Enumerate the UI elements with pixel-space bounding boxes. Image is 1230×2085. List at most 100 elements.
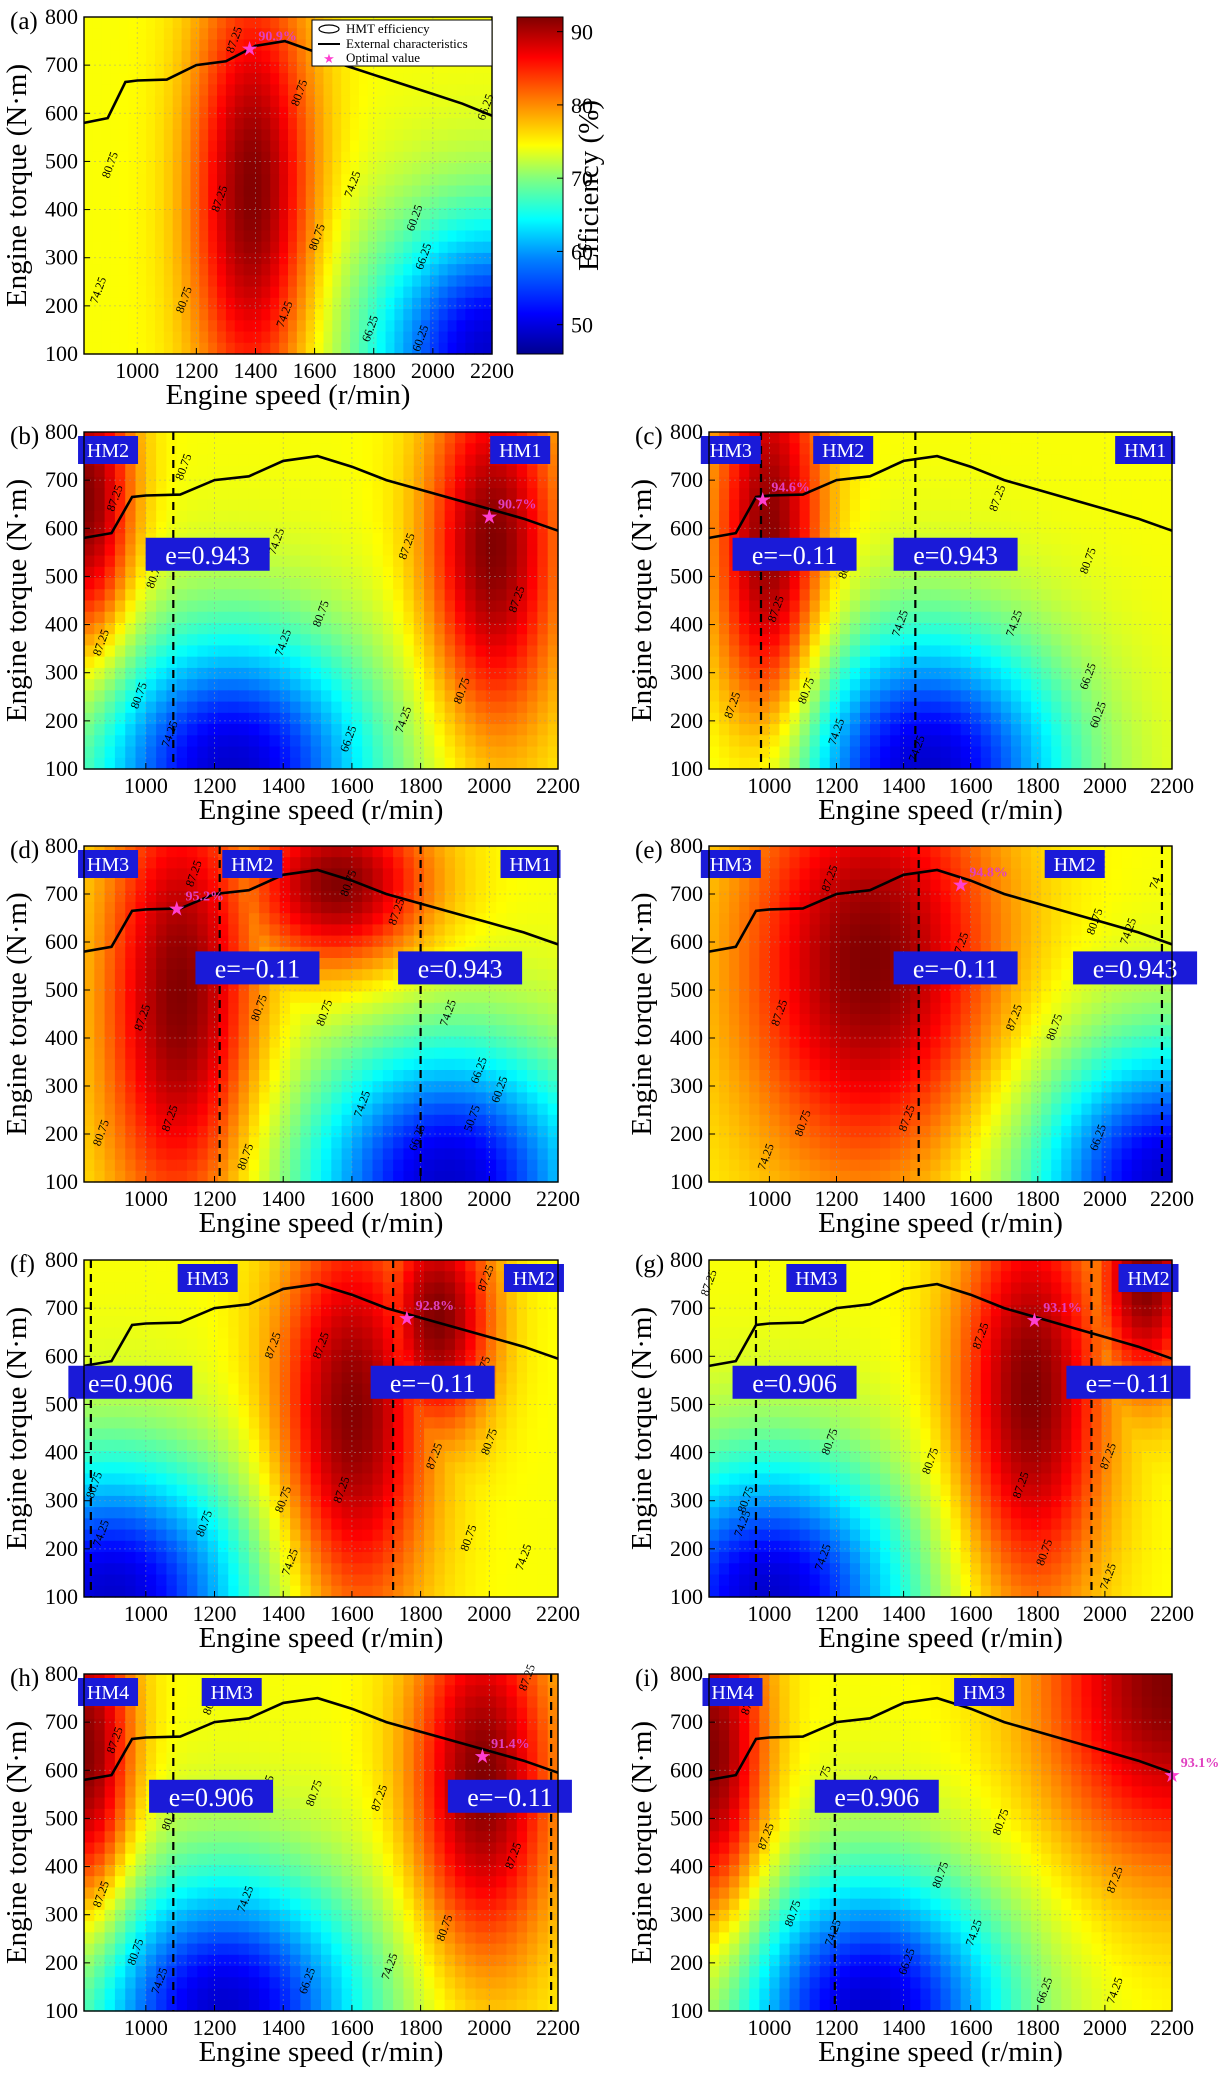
region-label-box [786, 1264, 847, 1292]
region-label: HM2 [1054, 854, 1096, 876]
x-tick-label: 1800 [1016, 2015, 1060, 2040]
region-label: HM4 [87, 1682, 129, 1704]
x-tick-label: 1400 [261, 2015, 305, 2040]
region-label: HM2 [87, 440, 129, 462]
y-tick-label: 800 [45, 1247, 78, 1272]
y-tick-label: 700 [45, 1709, 78, 1734]
x-tick-label: 2200 [536, 1186, 580, 1211]
x-tick-label: 2000 [467, 1601, 511, 1626]
y-tick-label: 700 [670, 1709, 703, 1734]
y-tick-label: 600 [670, 1343, 703, 1368]
y-tick-label: 300 [45, 245, 78, 270]
external-characteristic-line [83, 454, 559, 540]
region-label-box [1115, 436, 1176, 464]
region-label: HM3 [795, 1268, 837, 1290]
boundary-label: e=0.906 [834, 1783, 919, 1812]
y-axis-label: Engine torque (N·m) [626, 1721, 658, 1964]
boundary-label-box [814, 1779, 939, 1813]
y-tick-label: 400 [45, 1854, 78, 1879]
boundary-label: e=0.943 [1093, 954, 1178, 983]
y-tick-label: 100 [670, 1998, 703, 2023]
x-tick-label: 1400 [882, 1601, 926, 1626]
x-tick-label: 1800 [1016, 773, 1060, 798]
y-tick-label: 600 [670, 515, 703, 540]
region-label-box [1118, 1264, 1179, 1292]
y-tick-label: 700 [45, 881, 78, 906]
x-tick-label: 2200 [1150, 1601, 1194, 1626]
y-tick-label: 200 [670, 1121, 703, 1146]
x-axis-label: Engine speed (r/min) [199, 1207, 444, 1239]
y-tick-label: 800 [45, 1661, 78, 1686]
panel-label: (g) [635, 1251, 664, 1278]
x-tick-label: 2200 [536, 2015, 580, 2040]
boundary-label-box [1073, 951, 1198, 985]
plot-frame [708, 431, 1173, 770]
x-tick-label: 2000 [467, 1186, 511, 1211]
legend-box [311, 19, 493, 67]
y-tick-label: 100 [45, 1169, 78, 1194]
legend-entry: External characteristics [346, 36, 468, 51]
boundary-label: e=−0.11 [752, 541, 837, 570]
chart-panel-b: 80.7587.2580.7587.2580.7574.2574.2580.75… [1, 419, 580, 826]
y-tick-label: 700 [45, 52, 78, 77]
x-tick-label: 2000 [467, 2015, 511, 2040]
region-label-box [490, 436, 551, 464]
x-tick-label: 1800 [1016, 1186, 1060, 1211]
colorbar-tick-label: 60 [571, 239, 593, 264]
x-tick-label: 2200 [536, 773, 580, 798]
x-tick-label: 1200 [193, 2015, 237, 2040]
x-tick-label: 2200 [536, 1601, 580, 1626]
y-tick-label: 700 [670, 881, 703, 906]
x-tick-label: 2200 [1150, 773, 1194, 798]
boundary-label: e=0.906 [88, 1369, 173, 1398]
x-tick-label: 2200 [1150, 1186, 1194, 1211]
y-tick-label: 600 [45, 1757, 78, 1782]
x-tick-label: 1200 [814, 2015, 858, 2040]
y-tick-label: 400 [670, 1854, 703, 1879]
region-label: HM3 [211, 1682, 253, 1704]
panel-label: (f) [10, 1251, 35, 1278]
y-axis-label: Engine torque (N·m) [626, 1307, 658, 1550]
external-characteristic-line [83, 39, 493, 125]
region-label-box [500, 850, 561, 878]
x-tick-label: 1600 [330, 1601, 374, 1626]
region-label-box [700, 436, 761, 464]
x-tick-label: 1200 [193, 773, 237, 798]
region-label-box [222, 850, 283, 878]
optimal-value-label: 95.2% [185, 889, 224, 904]
y-axis-label: Engine torque (N·m) [1, 1307, 33, 1550]
panel-label: (a) [10, 8, 38, 35]
y-tick-label: 500 [45, 977, 78, 1002]
colorbar-tick-label: 50 [571, 313, 593, 338]
y-tick-label: 500 [670, 1805, 703, 1830]
x-tick-label: 1000 [747, 1601, 791, 1626]
y-tick-label: 300 [45, 660, 78, 685]
x-tick-label: 1200 [814, 1601, 858, 1626]
x-tick-label: 1400 [261, 773, 305, 798]
region-label-box [78, 850, 139, 878]
x-tick-label: 1800 [399, 1186, 443, 1211]
boundary-label-box [149, 1779, 274, 1813]
panel-label: (i) [635, 1665, 659, 1692]
y-axis-label: Engine torque (N·m) [1, 64, 33, 307]
y-tick-label: 100 [670, 1169, 703, 1194]
optimal-star-marker: ★ [473, 1746, 491, 1768]
y-tick-label: 100 [45, 341, 78, 366]
y-tick-label: 800 [45, 419, 78, 444]
boundary-label: e=0.943 [418, 954, 503, 983]
external-characteristic-line [83, 1282, 559, 1368]
boundary-label-box [732, 537, 857, 571]
y-tick-label: 700 [45, 467, 78, 492]
external-characteristic-line [83, 868, 559, 953]
y-tick-label: 500 [45, 148, 78, 173]
y-tick-label: 500 [45, 1391, 78, 1416]
external-characteristic-line [708, 454, 1173, 540]
region-label: HM4 [711, 1682, 753, 1704]
legend-star-icon: ★ [323, 51, 335, 66]
x-tick-label: 1000 [747, 1186, 791, 1211]
region-label: HM3 [963, 1682, 1005, 1704]
boundary-label-box [145, 537, 270, 571]
x-tick-label: 1200 [193, 1186, 237, 1211]
x-tick-label: 2000 [1083, 2015, 1127, 2040]
boundary-label-box [447, 1779, 572, 1813]
